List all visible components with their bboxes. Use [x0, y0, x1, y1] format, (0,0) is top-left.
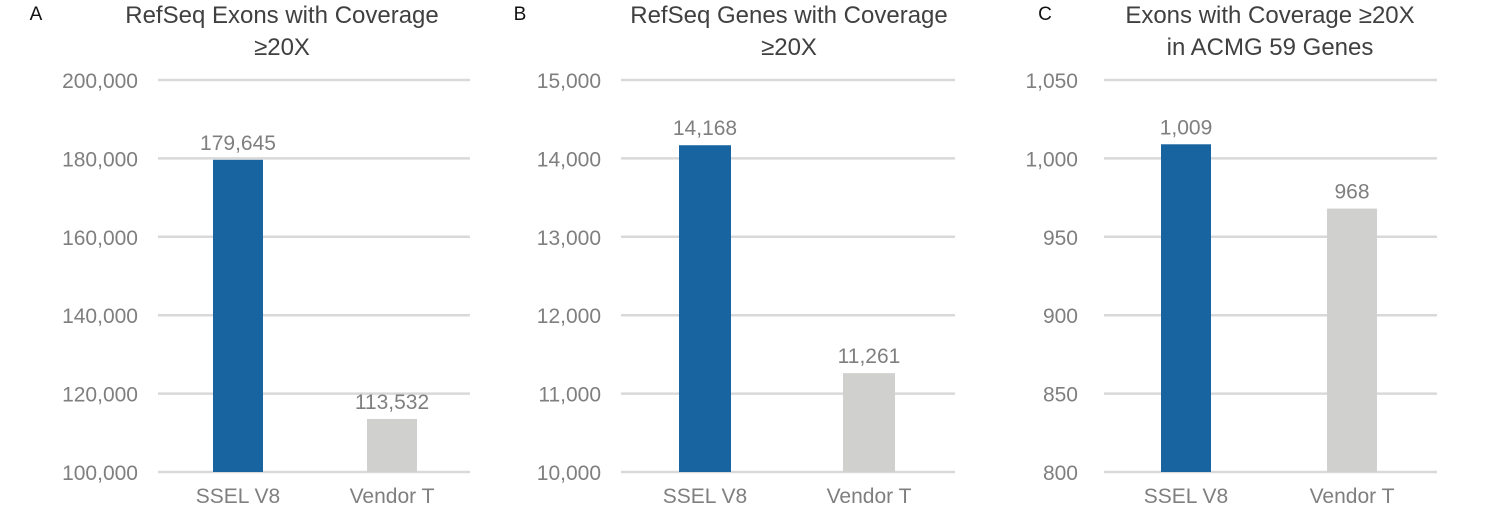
data-label: 14,168	[673, 117, 737, 140]
chart-panel-b: B RefSeq Genes with Coverage ≥20X 10,000 11,…	[514, 2, 955, 508]
x-tick-label: Vendor T	[1310, 485, 1395, 508]
y-tick-label: 200,000	[62, 70, 138, 93]
x-tick-label: SSEL V8	[663, 485, 747, 508]
bar-ssel-v8	[213, 159, 263, 472]
chart-panel-a: A RefSeq Exons with Coverage ≥20X 100,000 12…	[30, 2, 470, 508]
panel-letter: C	[1038, 4, 1052, 25]
data-label: 968	[1334, 181, 1369, 204]
x-tick-label: Vendor T	[827, 485, 912, 508]
bar-ssel-v8	[679, 145, 731, 472]
chart-title-line: Exons with Coverage ≥20X	[1125, 2, 1414, 29]
y-tick-label: 1,000	[1025, 148, 1078, 171]
y-tick-label: 140,000	[62, 305, 138, 328]
chart-panel-c: C Exons with Coverage ≥20X in ACMG 59 Gene…	[1025, 2, 1437, 508]
bar-vendor-t	[1327, 208, 1377, 473]
chart-title-line: RefSeq Exons with Coverage	[125, 2, 439, 29]
x-tick-label: SSEL V8	[196, 485, 280, 508]
y-tick-label: 850	[1043, 384, 1078, 407]
x-tick-label: SSEL V8	[1144, 485, 1228, 508]
data-label: 11,261	[838, 345, 901, 368]
y-tick-label: 950	[1043, 227, 1078, 250]
y-tick-label: 180,000	[62, 148, 138, 171]
bar-vendor-t	[367, 418, 417, 472]
data-label: 179,645	[200, 132, 276, 155]
y-tick-label: 12,000	[537, 305, 601, 328]
y-tick-label: 11,000	[538, 384, 601, 407]
chart-title-line: in ACMG 59 Genes	[1167, 34, 1374, 61]
chart-title-line: ≥20X	[254, 34, 310, 61]
bar-ssel-v8	[1161, 144, 1211, 472]
y-tick-label: 900	[1043, 305, 1078, 328]
data-label: 113,532	[355, 391, 429, 414]
y-tick-label: 14,000	[537, 148, 601, 171]
y-tick-label: 13,000	[537, 227, 601, 250]
y-tick-label: 10,000	[537, 462, 601, 485]
y-tick-label: 100,000	[62, 462, 138, 485]
panel-letter: B	[514, 4, 527, 25]
panel-letter: A	[30, 4, 43, 25]
bar-vendor-t	[843, 373, 895, 472]
y-tick-label: 1,050	[1025, 70, 1078, 93]
y-tick-label: 15,000	[537, 70, 601, 93]
data-label: 1,009	[1160, 116, 1213, 139]
y-tick-label: 800	[1043, 462, 1078, 485]
chart-title-line: ≥20X	[761, 34, 817, 61]
x-tick-label: Vendor T	[350, 485, 435, 508]
y-tick-label: 120,000	[62, 384, 138, 407]
y-tick-label: 160,000	[62, 227, 138, 250]
chart-title-line: RefSeq Genes with Coverage	[630, 2, 948, 29]
